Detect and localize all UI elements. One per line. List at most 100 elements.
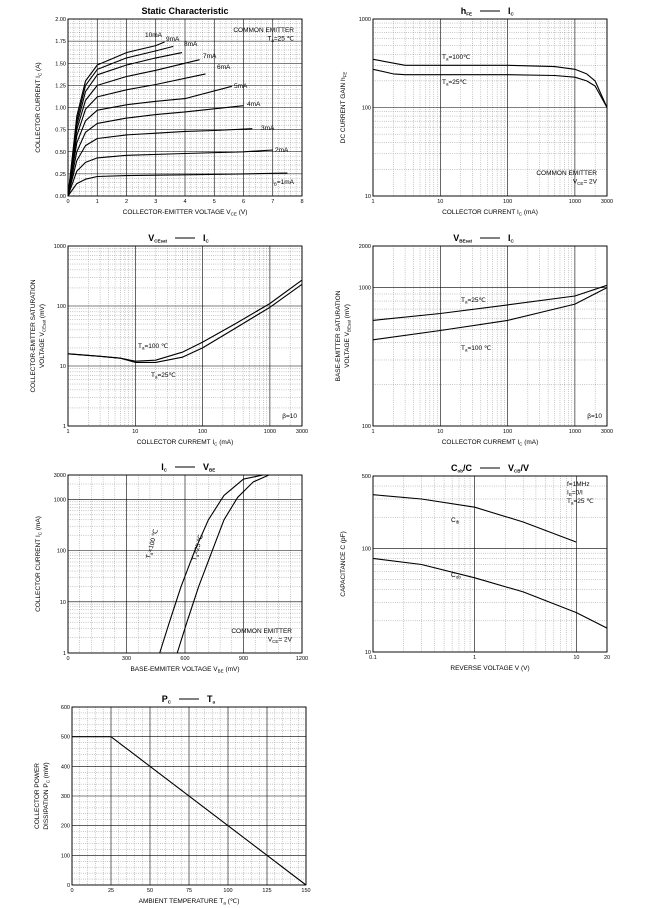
svg-text:COLLECTOR CURRENT IC (mA): COLLECTOR CURRENT IC (mA) (35, 516, 43, 612)
series-label: 7mA (203, 53, 217, 60)
y-axis-label: BASE-EMITTER SATURATION VOLTAGE VBEsat (m… (335, 290, 352, 381)
y-tick-label: 10 (365, 194, 371, 200)
series-label: Ta=25℃ (461, 297, 487, 305)
series-line (67, 283, 303, 363)
series-line (67, 85, 232, 197)
y-tick-label: 600 (61, 705, 70, 711)
y-tick-label: 1000 (54, 497, 66, 503)
y-tick-label: 0.50 (55, 150, 66, 156)
x-tick-label: 3000 (601, 429, 613, 435)
x-tick-label: 3000 (296, 429, 308, 435)
x-tick-label: 100 (503, 429, 512, 435)
svg-text:DISSIPATION PC (mW): DISSIPATION PC (mW) (43, 762, 51, 829)
chart-note: β=10 (587, 413, 602, 420)
y-tick-label: 1.50 (55, 61, 66, 67)
x-tick-label: 0.1 (369, 655, 377, 661)
plot-frame (372, 475, 608, 653)
title-left: Cob/C (451, 463, 473, 474)
series-line (67, 59, 200, 197)
series-line (372, 68, 608, 108)
svg-text:VOLTAGE VCEsat (mV): VOLTAGE VCEsat (mV) (39, 304, 47, 368)
plot-frame (372, 245, 608, 427)
series-line (72, 736, 307, 886)
series-line (67, 172, 288, 197)
x-tick-label: 100 (198, 429, 207, 435)
series-label: IB=1mA (272, 179, 295, 187)
x-axis-label: BASE-EMMITER VOLTAGE VBE (mV) (130, 666, 239, 674)
x-tick-label: 8 (300, 199, 303, 205)
x-axis-label: COLLECTOR-EMITTER VOLTAGE VCE (V) (123, 209, 248, 217)
x-tick-label: 1200 (296, 656, 308, 662)
x-tick-label: 3 (154, 199, 157, 205)
y-axis-label: CAPACITANCE C (pF) (340, 531, 347, 597)
series-label: Ta=25℃ (442, 79, 468, 87)
x-tick-label: 1 (96, 199, 99, 205)
y-tick-label: 0.75 (55, 128, 66, 134)
title-left: IC (161, 462, 168, 473)
series-label: 10mA (145, 32, 163, 39)
y-tick-label: 100 (362, 106, 371, 112)
series-line (67, 41, 165, 197)
y-tick-label: 100 (57, 304, 66, 310)
x-tick-label: 1 (371, 199, 374, 205)
chart-note: Ta=25 ℃ (567, 498, 594, 506)
x-tick-label: 1000 (264, 429, 276, 435)
grid-minor (373, 476, 607, 652)
y-tick-label: 1.75 (55, 39, 66, 45)
svg-text:CAPACITANCE C (pF): CAPACITANCE C (pF) (340, 531, 347, 597)
title-right: VCB/V (508, 463, 529, 474)
y-tick-label: 1.00 (55, 106, 66, 112)
series-line (159, 474, 264, 654)
x-axis-label: COLLECTOR CURRENT IC (mA) (442, 209, 538, 217)
series-label: 9mA (166, 36, 180, 43)
series-label: 2mA (275, 147, 289, 154)
svg-text:VOLTAGE VBEsat (mV): VOLTAGE VBEsat (mV) (344, 304, 352, 368)
y-tick-label: 10 (365, 650, 371, 656)
title-right: IC (508, 233, 515, 244)
x-tick-label: 0 (66, 656, 69, 662)
y-tick-label: 100 (362, 546, 371, 552)
x-tick-label: 25 (108, 888, 114, 894)
series-line (67, 73, 206, 197)
x-axis-label: REVERSE VOLTAGE V (V) (450, 665, 529, 672)
chart-vbesat-ic: 1 10 100 1000 3000 100 1000 2000 VBEsat IC COLLECT… (335, 233, 613, 447)
chart-note: Ta=25 ℃ (267, 36, 294, 44)
y-tick-label: 300 (61, 794, 70, 800)
y-axis-label: COLLECTOR CURRENT IC (A) (35, 62, 43, 152)
title-right: IC (508, 6, 515, 17)
chart-static-characteristic: 0 1 2 3 4 5 6 7 8 0.00 0.25 0.50 0.75 1.00 1.25 1.50 1.7… (35, 6, 304, 217)
y-tick-label: 500 (61, 735, 70, 741)
x-tick-label: 100 (503, 199, 512, 205)
series-label: Cob (451, 572, 461, 580)
plot-frame (67, 245, 303, 427)
series-line (372, 58, 608, 108)
y-tick-label: 1 (63, 424, 66, 430)
x-axis-label: COLLECTOR CURREMT IC (mA) (137, 439, 234, 447)
x-tick-label: 75 (186, 888, 192, 894)
chart-title: Cob/C VCB/V (451, 463, 529, 474)
y-tick-label: 2000 (359, 244, 371, 250)
y-tick-label: 0 (67, 883, 70, 889)
chart-note: VCE= 2V (573, 179, 598, 187)
y-tick-label: 10 (60, 364, 66, 370)
x-tick-label: 1000 (569, 429, 581, 435)
series-label: Cib (451, 517, 460, 525)
x-tick-label: 0 (66, 199, 69, 205)
x-tick-label: 300 (122, 656, 131, 662)
plot-frame (71, 706, 307, 886)
y-tick-label: 100 (61, 853, 70, 859)
x-tick-label: 10 (437, 429, 443, 435)
series-label: Ta=25℃ (151, 372, 177, 380)
chart-note: f=1MHz (567, 481, 590, 488)
series-line (372, 287, 608, 341)
x-tick-label: 600 (180, 656, 189, 662)
chart-title: Static Characteristic (141, 6, 228, 16)
title-left: hFE (461, 6, 472, 17)
x-tick-label: 1 (371, 429, 374, 435)
x-tick-label: 100 (223, 888, 232, 894)
y-tick-label: 2.00 (55, 17, 66, 23)
series-label: 4mA (247, 101, 261, 108)
chart-vcesat-ic: 1 10 100 1000 3000 1 10 100 1000 VCEsat IC COLLECTO… (30, 233, 308, 447)
x-axis-label: COLLECTOR CURREMT IC (mA) (442, 439, 539, 447)
